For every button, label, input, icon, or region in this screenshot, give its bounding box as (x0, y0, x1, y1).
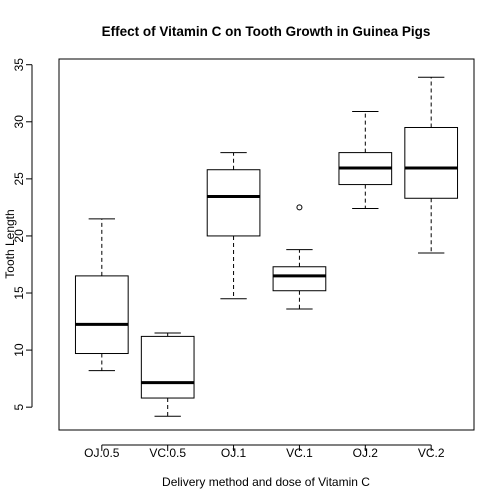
x-tick-label-VC.0.5: VC.0.5 (149, 446, 186, 460)
y-tick-label-25: 25 (12, 172, 26, 186)
y-tick-label-5: 5 (12, 404, 26, 411)
y-tick-label-20: 20 (12, 229, 26, 243)
box-OJ.0.5 (74, 275, 129, 355)
y-axis-label: Tooth Length (3, 209, 17, 278)
y-tick-label-35: 35 (12, 58, 26, 72)
y-tick-label-30: 30 (12, 115, 26, 129)
x-tick-label-OJ.2: OJ.2 (353, 446, 379, 460)
x-tick-label-VC.2: VC.2 (418, 446, 445, 460)
box-VC.0.5 (140, 335, 195, 399)
y-tick-label-15: 15 (12, 286, 26, 300)
box-OJ.1 (206, 169, 261, 237)
x-tick-label-OJ.1: OJ.1 (221, 446, 247, 460)
outlier-VC.1-0 (296, 204, 303, 211)
box-VC.1 (272, 266, 327, 292)
plot-layer: 5 10 15 20 25 30 35 OJ.0.5 VC.0.5 OJ.1 VC.1 OJ.2 VC.… (12, 58, 475, 460)
x-tick-label-OJ.0.5: OJ.0.5 (84, 446, 120, 460)
x-tick-label-VC.1: VC.1 (286, 446, 313, 460)
chart-title: Effect of Vitamin C on Tooth Growth in G… (102, 24, 431, 39)
box-VC.2 (404, 126, 459, 199)
x-axis-label: Delivery method and dose of Vitamin C (162, 475, 370, 489)
y-tick-label-10: 10 (12, 343, 26, 357)
plot-frame (58, 58, 475, 431)
